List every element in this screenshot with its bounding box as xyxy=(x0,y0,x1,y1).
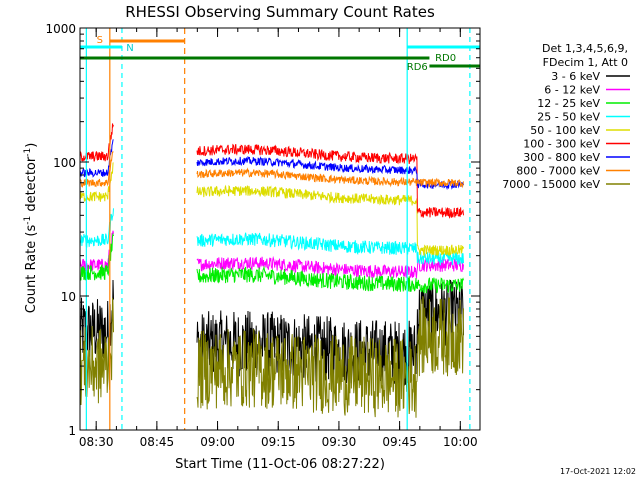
x-tick-label: 08:30 xyxy=(79,435,114,449)
rd0-flag-label: RD0 xyxy=(435,53,456,64)
series-line xyxy=(79,232,464,294)
series-line xyxy=(79,139,464,191)
series-line xyxy=(79,162,464,258)
x-axis-label: Start Time (11-Oct-06 08:27:22) xyxy=(175,457,385,472)
legend-entry-label: 12 - 25 keV xyxy=(537,97,600,110)
generated-timestamp: 17-Oct-2021 12:02 xyxy=(560,467,636,476)
y-axis-label-end: ) xyxy=(24,143,39,148)
saa-flag-label: S xyxy=(97,35,103,46)
legend-entry-label: 25 - 50 keV xyxy=(537,111,600,124)
legend-entry-label: 6 - 12 keV xyxy=(544,84,600,97)
legend-entry-label: 7000 - 15000 keV xyxy=(502,178,600,191)
legend-entry-label: 800 - 7000 keV xyxy=(516,165,600,178)
y-tick-label: 100 xyxy=(53,156,76,170)
legend-entry-label: 300 - 800 keV xyxy=(523,151,600,164)
legend-entry-label: 100 - 300 keV xyxy=(523,138,600,151)
y-tick-label: 1 xyxy=(68,424,76,438)
y-axis-label-main: Count Rate (s xyxy=(24,225,39,314)
y-axis-label: Count Rate (s-1 detector-1) xyxy=(23,143,39,314)
overlay-layer: S N RD0 RD6 xyxy=(80,28,480,430)
x-tick-label: 09:00 xyxy=(200,435,235,449)
legend-entry-label: 50 - 100 keV xyxy=(530,124,600,137)
series-line xyxy=(79,151,464,189)
y-tick-label: 1000 xyxy=(45,22,76,36)
series-line xyxy=(79,208,464,266)
y-axis-label-mid: detector xyxy=(24,156,39,216)
y-axis-label-sup1: -1 xyxy=(23,216,33,225)
legend-entry-label: 3 - 6 keV xyxy=(551,70,600,83)
legend-header-line-1: Det 1,3,4,5,6,9, xyxy=(542,42,628,55)
legend-header-line-2: FDecim 1, Att 0 xyxy=(543,56,628,69)
axes-layer: 08:30 08:45 09:00 09:15 09:30 09:45 10:00 1 10 10… xyxy=(45,22,481,449)
x-tick-label: 10:00 xyxy=(443,435,478,449)
y-tick-label: 10 xyxy=(61,290,76,304)
series-line xyxy=(79,296,464,418)
chart-title: RHESSI Observing Summary Count Rates xyxy=(125,3,435,21)
night-flag-label: N xyxy=(126,43,133,54)
rd6-flag-label: RD6 xyxy=(407,62,428,73)
x-tick-label: 09:30 xyxy=(322,435,357,449)
x-tick-label: 09:45 xyxy=(382,435,417,449)
x-tick-label: 09:15 xyxy=(261,435,296,449)
series-line xyxy=(79,123,464,219)
data-layer xyxy=(79,123,464,418)
x-tick-label: 08:45 xyxy=(140,435,175,449)
y-axis-label-sup2: -1 xyxy=(23,148,33,157)
plot-frame xyxy=(79,27,481,431)
